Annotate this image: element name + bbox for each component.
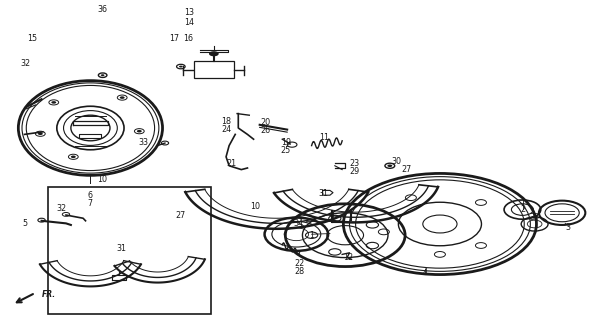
Text: 19: 19 [281, 138, 291, 147]
Text: 20: 20 [261, 118, 271, 127]
Text: 12: 12 [343, 253, 353, 262]
Bar [194, 61, 234, 78]
Text: 23: 23 [349, 159, 359, 168]
Text: 35: 35 [530, 213, 540, 222]
Text: 10: 10 [98, 175, 108, 184]
Circle shape [38, 132, 43, 135]
Text: 3: 3 [566, 223, 571, 232]
Text: 21: 21 [226, 159, 236, 168]
Text: 29: 29 [349, 167, 359, 176]
Text: 32: 32 [56, 204, 66, 213]
Text: 34: 34 [293, 219, 303, 228]
Circle shape [137, 130, 142, 132]
Text: 22: 22 [295, 259, 304, 268]
Text: 25: 25 [281, 146, 291, 155]
Text: 4: 4 [422, 268, 427, 277]
Text: 13: 13 [185, 8, 194, 17]
Circle shape [101, 74, 104, 76]
Text: 24: 24 [221, 125, 231, 134]
Text: 2: 2 [521, 205, 525, 214]
Text: 17: 17 [169, 34, 179, 43]
Text: 36: 36 [98, 5, 108, 14]
Text: 27: 27 [175, 212, 185, 220]
Circle shape [120, 96, 125, 99]
Circle shape [179, 66, 183, 68]
Text: 31: 31 [116, 244, 126, 253]
Text: 1: 1 [309, 231, 314, 240]
Text: 31: 31 [319, 189, 329, 198]
Text: 16: 16 [183, 34, 193, 43]
Text: 5: 5 [22, 220, 27, 228]
Text: 6: 6 [88, 191, 93, 200]
Circle shape [51, 101, 56, 104]
Text: 32: 32 [21, 60, 31, 68]
Text: 33: 33 [139, 138, 148, 147]
Bar [48, 187, 211, 314]
Text: 15: 15 [27, 34, 37, 43]
Text: 30: 30 [391, 157, 401, 166]
Text: 18: 18 [221, 117, 231, 126]
Circle shape [71, 156, 76, 158]
Text: 10: 10 [251, 202, 260, 211]
Circle shape [209, 51, 219, 56]
Text: 26: 26 [261, 126, 271, 135]
Circle shape [387, 164, 392, 167]
Text: 14: 14 [185, 18, 194, 27]
Text: 27: 27 [401, 165, 411, 174]
Text: 28: 28 [295, 267, 304, 276]
Text: 11: 11 [319, 133, 329, 142]
Text: FR.: FR. [42, 290, 56, 299]
Text: 7: 7 [88, 199, 93, 208]
